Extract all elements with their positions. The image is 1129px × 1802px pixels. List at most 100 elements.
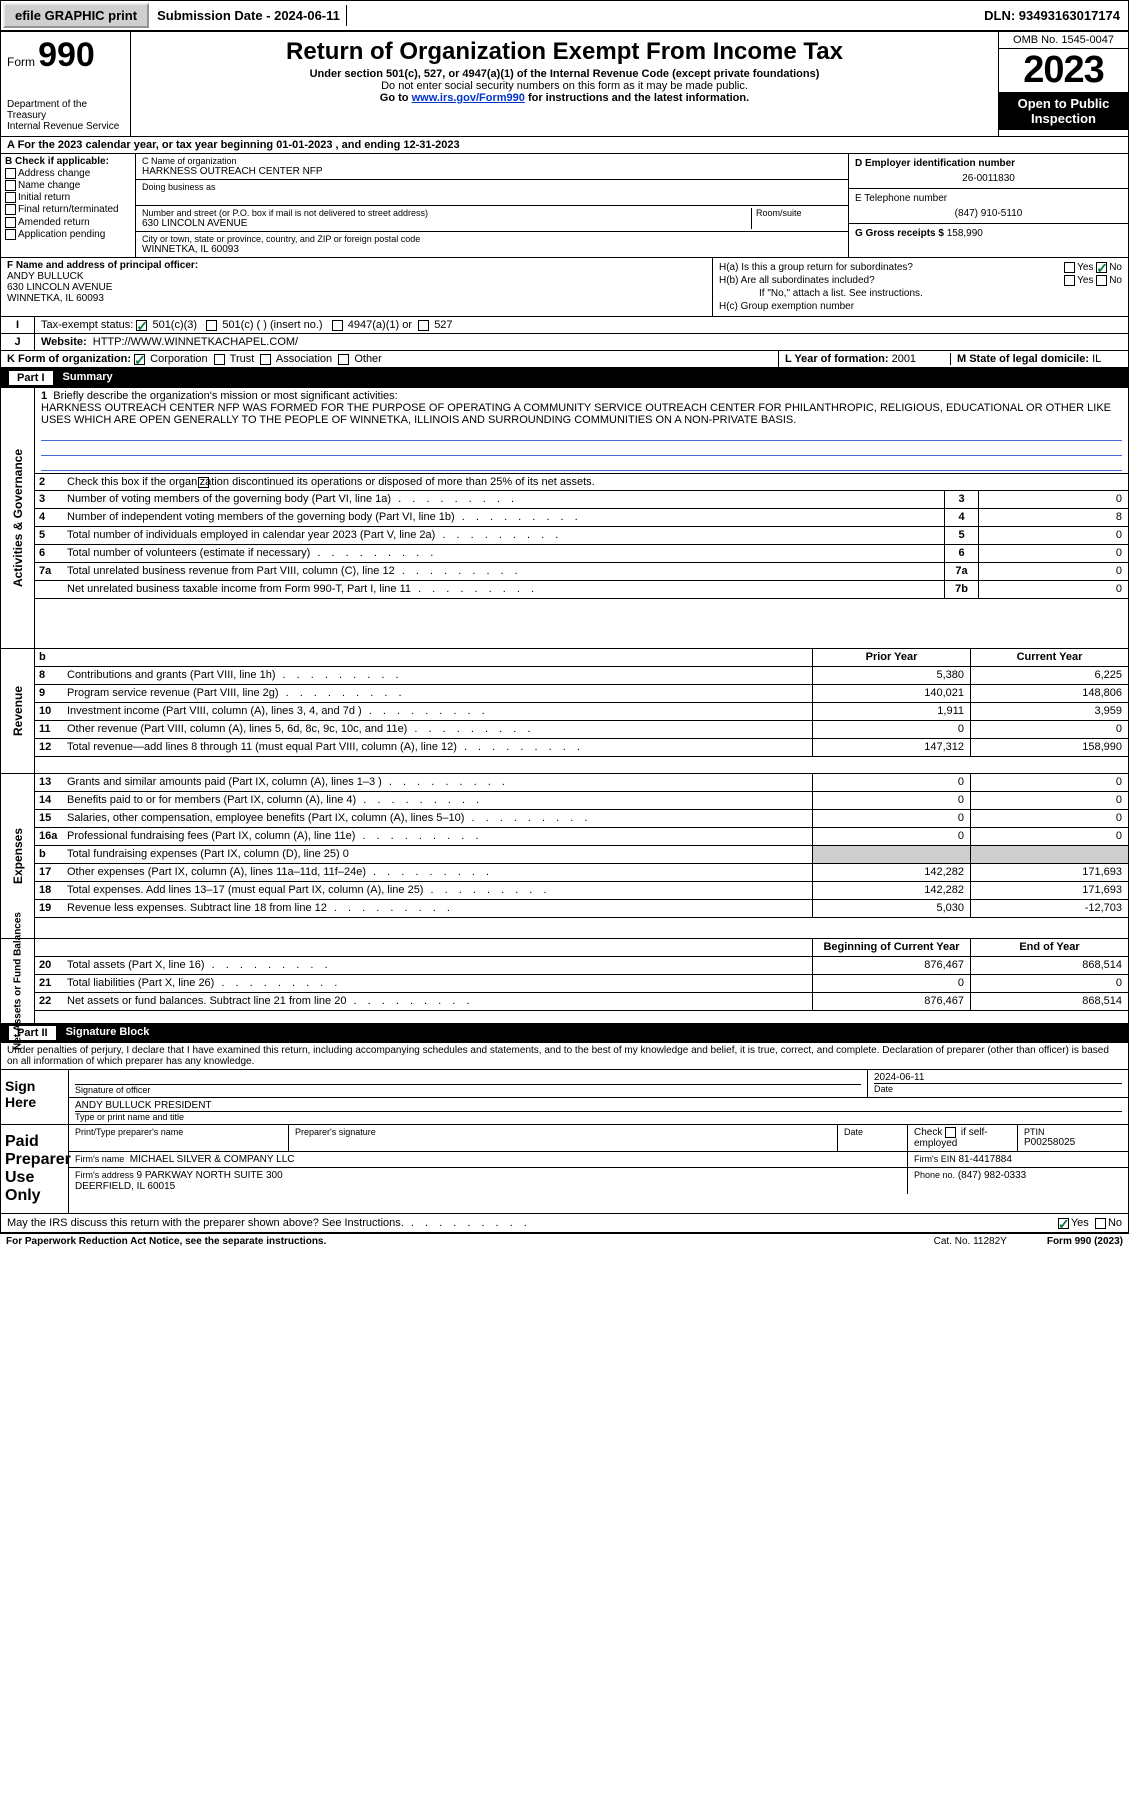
opt-corp: Corporation [150, 353, 207, 365]
opt-pending: Application pending [18, 229, 105, 240]
opt-final: Final return/terminated [18, 205, 119, 216]
line-i-label: I [1, 317, 35, 333]
form-title: Return of Organization Exempt From Incom… [137, 38, 992, 66]
website-label: Website: [41, 336, 87, 348]
phone-label: E Telephone number [855, 193, 1122, 204]
current-year-hdr: Current Year [970, 649, 1128, 666]
final-return-checkbox[interactable] [5, 204, 16, 215]
ein-value: 26-0011830 [855, 173, 1122, 184]
opt-trust: Trust [230, 353, 255, 365]
form-org-label: K Form of organization: [7, 353, 131, 365]
ha-no-checkbox[interactable] [1096, 262, 1107, 273]
hb-yes-checkbox[interactable] [1064, 275, 1075, 286]
begin-year-hdr: Beginning of Current Year [812, 939, 970, 956]
part-1-header: Part I Summary [1, 368, 1128, 388]
prep-date-label: Date [844, 1127, 901, 1137]
no-label: No [1109, 262, 1122, 273]
501c3-checkbox[interactable] [136, 320, 147, 331]
domicile-label: M State of legal domicile: [957, 353, 1089, 365]
amended-return-checkbox[interactable] [5, 217, 16, 228]
top-toolbar: efile GRAPHIC print Submission Date - 20… [0, 0, 1129, 31]
footer-right: Form 990 (2023) [1047, 1236, 1123, 1247]
name-change-checkbox[interactable] [5, 180, 16, 191]
public-inspection-badge: Open to Public Inspection [999, 92, 1128, 130]
initial-return-checkbox[interactable] [5, 192, 16, 203]
firm-name: MICHAEL SILVER & COMPANY LLC [130, 1154, 295, 1165]
assoc-checkbox[interactable] [260, 354, 271, 365]
line-2-text: Check this box if the organization disco… [67, 476, 595, 488]
goto-suffix: for instructions and the latest informat… [528, 92, 749, 104]
4947-checkbox[interactable] [332, 320, 343, 331]
paid-preparer-label: Paid Preparer Use Only [1, 1125, 69, 1213]
phone-value: (847) 910-5110 [855, 208, 1122, 219]
room-label: Room/suite [756, 208, 842, 218]
opt-address-change: Address change [18, 168, 90, 179]
part-1-num: Part I [9, 371, 53, 385]
page-footer: For Paperwork Reduction Act Notice, see … [0, 1234, 1129, 1249]
prior-year-hdr: Prior Year [812, 649, 970, 666]
opt-assoc: Association [276, 353, 332, 365]
sig-date-label: Date [874, 1083, 1122, 1094]
omb-number: OMB No. 1545-0047 [999, 32, 1128, 49]
501c-checkbox[interactable] [206, 320, 217, 331]
corp-checkbox[interactable] [134, 354, 145, 365]
address-change-checkbox[interactable] [5, 168, 16, 179]
domicile: IL [1092, 353, 1101, 365]
prep-name-label: Print/Type preparer's name [75, 1127, 282, 1137]
city-label: City or town, state or province, country… [142, 234, 842, 244]
org-city: WINNETKA, IL 60093 [142, 244, 842, 255]
dept-label: Department of the Treasury Internal Reve… [7, 99, 124, 132]
self-employed-checkbox[interactable] [945, 1127, 956, 1138]
part-2-header: Part II Signature Block [1, 1023, 1128, 1043]
tab-revenue: Revenue [11, 686, 25, 736]
gross-receipts-value: 158,990 [947, 228, 983, 239]
form-label: Form [7, 55, 35, 69]
irs-link[interactable]: www.irs.gov/Form990 [412, 92, 525, 104]
ha-yes-checkbox[interactable] [1064, 262, 1075, 273]
h-a-label: H(a) Is this a group return for subordin… [719, 262, 913, 273]
footer-left: For Paperwork Reduction Act Notice, see … [6, 1236, 326, 1247]
opt-4947: 4947(a)(1) or [348, 319, 412, 331]
ptin-label: PTIN [1024, 1127, 1122, 1137]
sig-name: ANDY BULLUCK PRESIDENT [75, 1100, 1122, 1111]
tax-year: 2023 [999, 49, 1128, 92]
ein-label: D Employer identification number [855, 158, 1122, 169]
sig-name-label: Type or print name and title [75, 1111, 1122, 1122]
gross-receipts-label: G Gross receipts $ [855, 228, 944, 239]
opt-initial: Initial return [18, 192, 70, 203]
other-checkbox[interactable] [338, 354, 349, 365]
sig-date: 2024-06-11 [874, 1072, 1122, 1083]
mission-text: HARKNESS OUTREACH CENTER NFP WAS FORMED … [41, 402, 1122, 426]
discuss-no-checkbox[interactable] [1095, 1218, 1106, 1229]
section-b: B Check if applicable: Address change Na… [1, 154, 136, 257]
officer-label: F Name and address of principal officer: [7, 260, 706, 271]
sign-here-label: Sign Here [1, 1070, 69, 1124]
efile-print-button[interactable]: efile GRAPHIC print [3, 3, 149, 28]
form-number: 990 [38, 36, 95, 74]
submission-date: Submission Date - 2024-06-11 [151, 5, 347, 26]
line-1-label: Briefly describe the organization's miss… [53, 390, 397, 402]
end-year-hdr: End of Year [970, 939, 1128, 956]
firm-ein: 81-4417884 [959, 1154, 1012, 1165]
firm-ein-label: Firm's EIN [914, 1154, 956, 1164]
tax-exempt-label: Tax-exempt status: [41, 319, 133, 331]
discuss-no: No [1108, 1217, 1122, 1229]
prep-sig-label: Preparer's signature [295, 1127, 831, 1137]
website-value: HTTP://WWW.WINNETKACHAPEL.COM/ [93, 336, 298, 348]
line-a: A For the 2023 calendar year, or tax yea… [1, 137, 1128, 154]
application-pending-checkbox[interactable] [5, 229, 16, 240]
footer-mid: Cat. No. 11282Y [934, 1236, 1007, 1247]
dba-label: Doing business as [142, 182, 842, 192]
discuss-yes-checkbox[interactable] [1058, 1218, 1069, 1229]
opt-501c3: 501(c)(3) [152, 319, 197, 331]
trust-checkbox[interactable] [214, 354, 225, 365]
line-2-checkbox[interactable] [198, 477, 209, 488]
line-j-label: J [1, 334, 35, 350]
527-checkbox[interactable] [418, 320, 429, 331]
officer-value: ANDY BULLUCK 630 LINCOLN AVENUE WINNETKA… [7, 271, 706, 304]
hb-no-checkbox[interactable] [1096, 275, 1107, 286]
perjury-text: Under penalties of perjury, I declare th… [1, 1043, 1128, 1069]
opt-other: Other [354, 353, 382, 365]
form-page: Form 990 Department of the Treasury Inte… [0, 31, 1129, 1234]
org-address: 630 LINCOLN AVENUE [142, 218, 747, 229]
